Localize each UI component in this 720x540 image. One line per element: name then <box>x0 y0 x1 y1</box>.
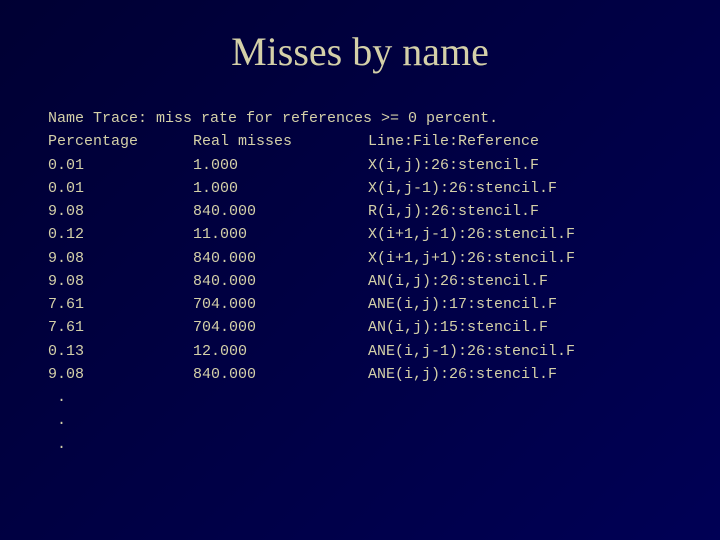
table-column-headers: PercentageReal missesLine:File:Reference <box>48 130 672 153</box>
table-row: 0.011.000X(i,j):26:stencil.F <box>48 154 672 177</box>
cell-percentage: 9.08 <box>48 200 193 223</box>
col-header-real-misses: Real misses <box>193 130 368 153</box>
cell-reference: X(i+1,j+1):26:stencil.F <box>368 247 575 270</box>
cell-reference: AN(i,j):26:stencil.F <box>368 270 548 293</box>
cell-real-misses: 840.000 <box>193 200 368 223</box>
trace-header-line: Name Trace: miss rate for references >= … <box>48 107 672 130</box>
cell-reference: ANE(i,j-1):26:stencil.F <box>368 340 575 363</box>
cell-percentage: 0.01 <box>48 177 193 200</box>
cell-percentage: 9.08 <box>48 363 193 386</box>
ellipsis-container: . . . <box>48 386 672 456</box>
cell-reference: X(i+1,j-1):26:stencil.F <box>368 223 575 246</box>
table-row: 0.011.000X(i,j-1):26:stencil.F <box>48 177 672 200</box>
cell-reference: ANE(i,j):17:stencil.F <box>368 293 557 316</box>
cell-real-misses: 704.000 <box>193 316 368 339</box>
cell-reference: ANE(i,j):26:stencil.F <box>368 363 557 386</box>
cell-percentage: 0.12 <box>48 223 193 246</box>
table-row: 0.1211.000X(i+1,j-1):26:stencil.F <box>48 223 672 246</box>
cell-real-misses: 11.000 <box>193 223 368 246</box>
cell-percentage: 7.61 <box>48 293 193 316</box>
col-header-percentage: Percentage <box>48 130 193 153</box>
cell-real-misses: 1.000 <box>193 177 368 200</box>
cell-real-misses: 840.000 <box>193 363 368 386</box>
cell-percentage: 0.01 <box>48 154 193 177</box>
ellipsis-dot: . <box>48 433 672 456</box>
cell-percentage: 9.08 <box>48 247 193 270</box>
cell-real-misses: 1.000 <box>193 154 368 177</box>
cell-reference: X(i,j-1):26:stencil.F <box>368 177 557 200</box>
col-header-reference: Line:File:Reference <box>368 130 539 153</box>
cell-reference: AN(i,j):15:stencil.F <box>368 316 548 339</box>
table-row: 9.08840.000X(i+1,j+1):26:stencil.F <box>48 247 672 270</box>
table-rows-container: 0.011.000X(i,j):26:stencil.F0.011.000X(i… <box>48 154 672 387</box>
table-row: 9.08840.000R(i,j):26:stencil.F <box>48 200 672 223</box>
slide-container: Misses by name Name Trace: miss rate for… <box>0 0 720 540</box>
table-row: 7.61704.000AN(i,j):15:stencil.F <box>48 316 672 339</box>
trace-table: Name Trace: miss rate for references >= … <box>48 107 672 456</box>
cell-real-misses: 840.000 <box>193 270 368 293</box>
cell-reference: X(i,j):26:stencil.F <box>368 154 539 177</box>
table-row: 9.08840.000AN(i,j):26:stencil.F <box>48 270 672 293</box>
cell-percentage: 9.08 <box>48 270 193 293</box>
ellipsis-dot: . <box>48 386 672 409</box>
cell-percentage: 7.61 <box>48 316 193 339</box>
cell-reference: R(i,j):26:stencil.F <box>368 200 539 223</box>
table-row: 9.08840.000ANE(i,j):26:stencil.F <box>48 363 672 386</box>
table-row: 7.61704.000ANE(i,j):17:stencil.F <box>48 293 672 316</box>
cell-real-misses: 840.000 <box>193 247 368 270</box>
cell-percentage: 0.13 <box>48 340 193 363</box>
cell-real-misses: 12.000 <box>193 340 368 363</box>
table-row: 0.1312.000ANE(i,j-1):26:stencil.F <box>48 340 672 363</box>
cell-real-misses: 704.000 <box>193 293 368 316</box>
slide-title: Misses by name <box>48 28 672 75</box>
ellipsis-dot: . <box>48 409 672 432</box>
